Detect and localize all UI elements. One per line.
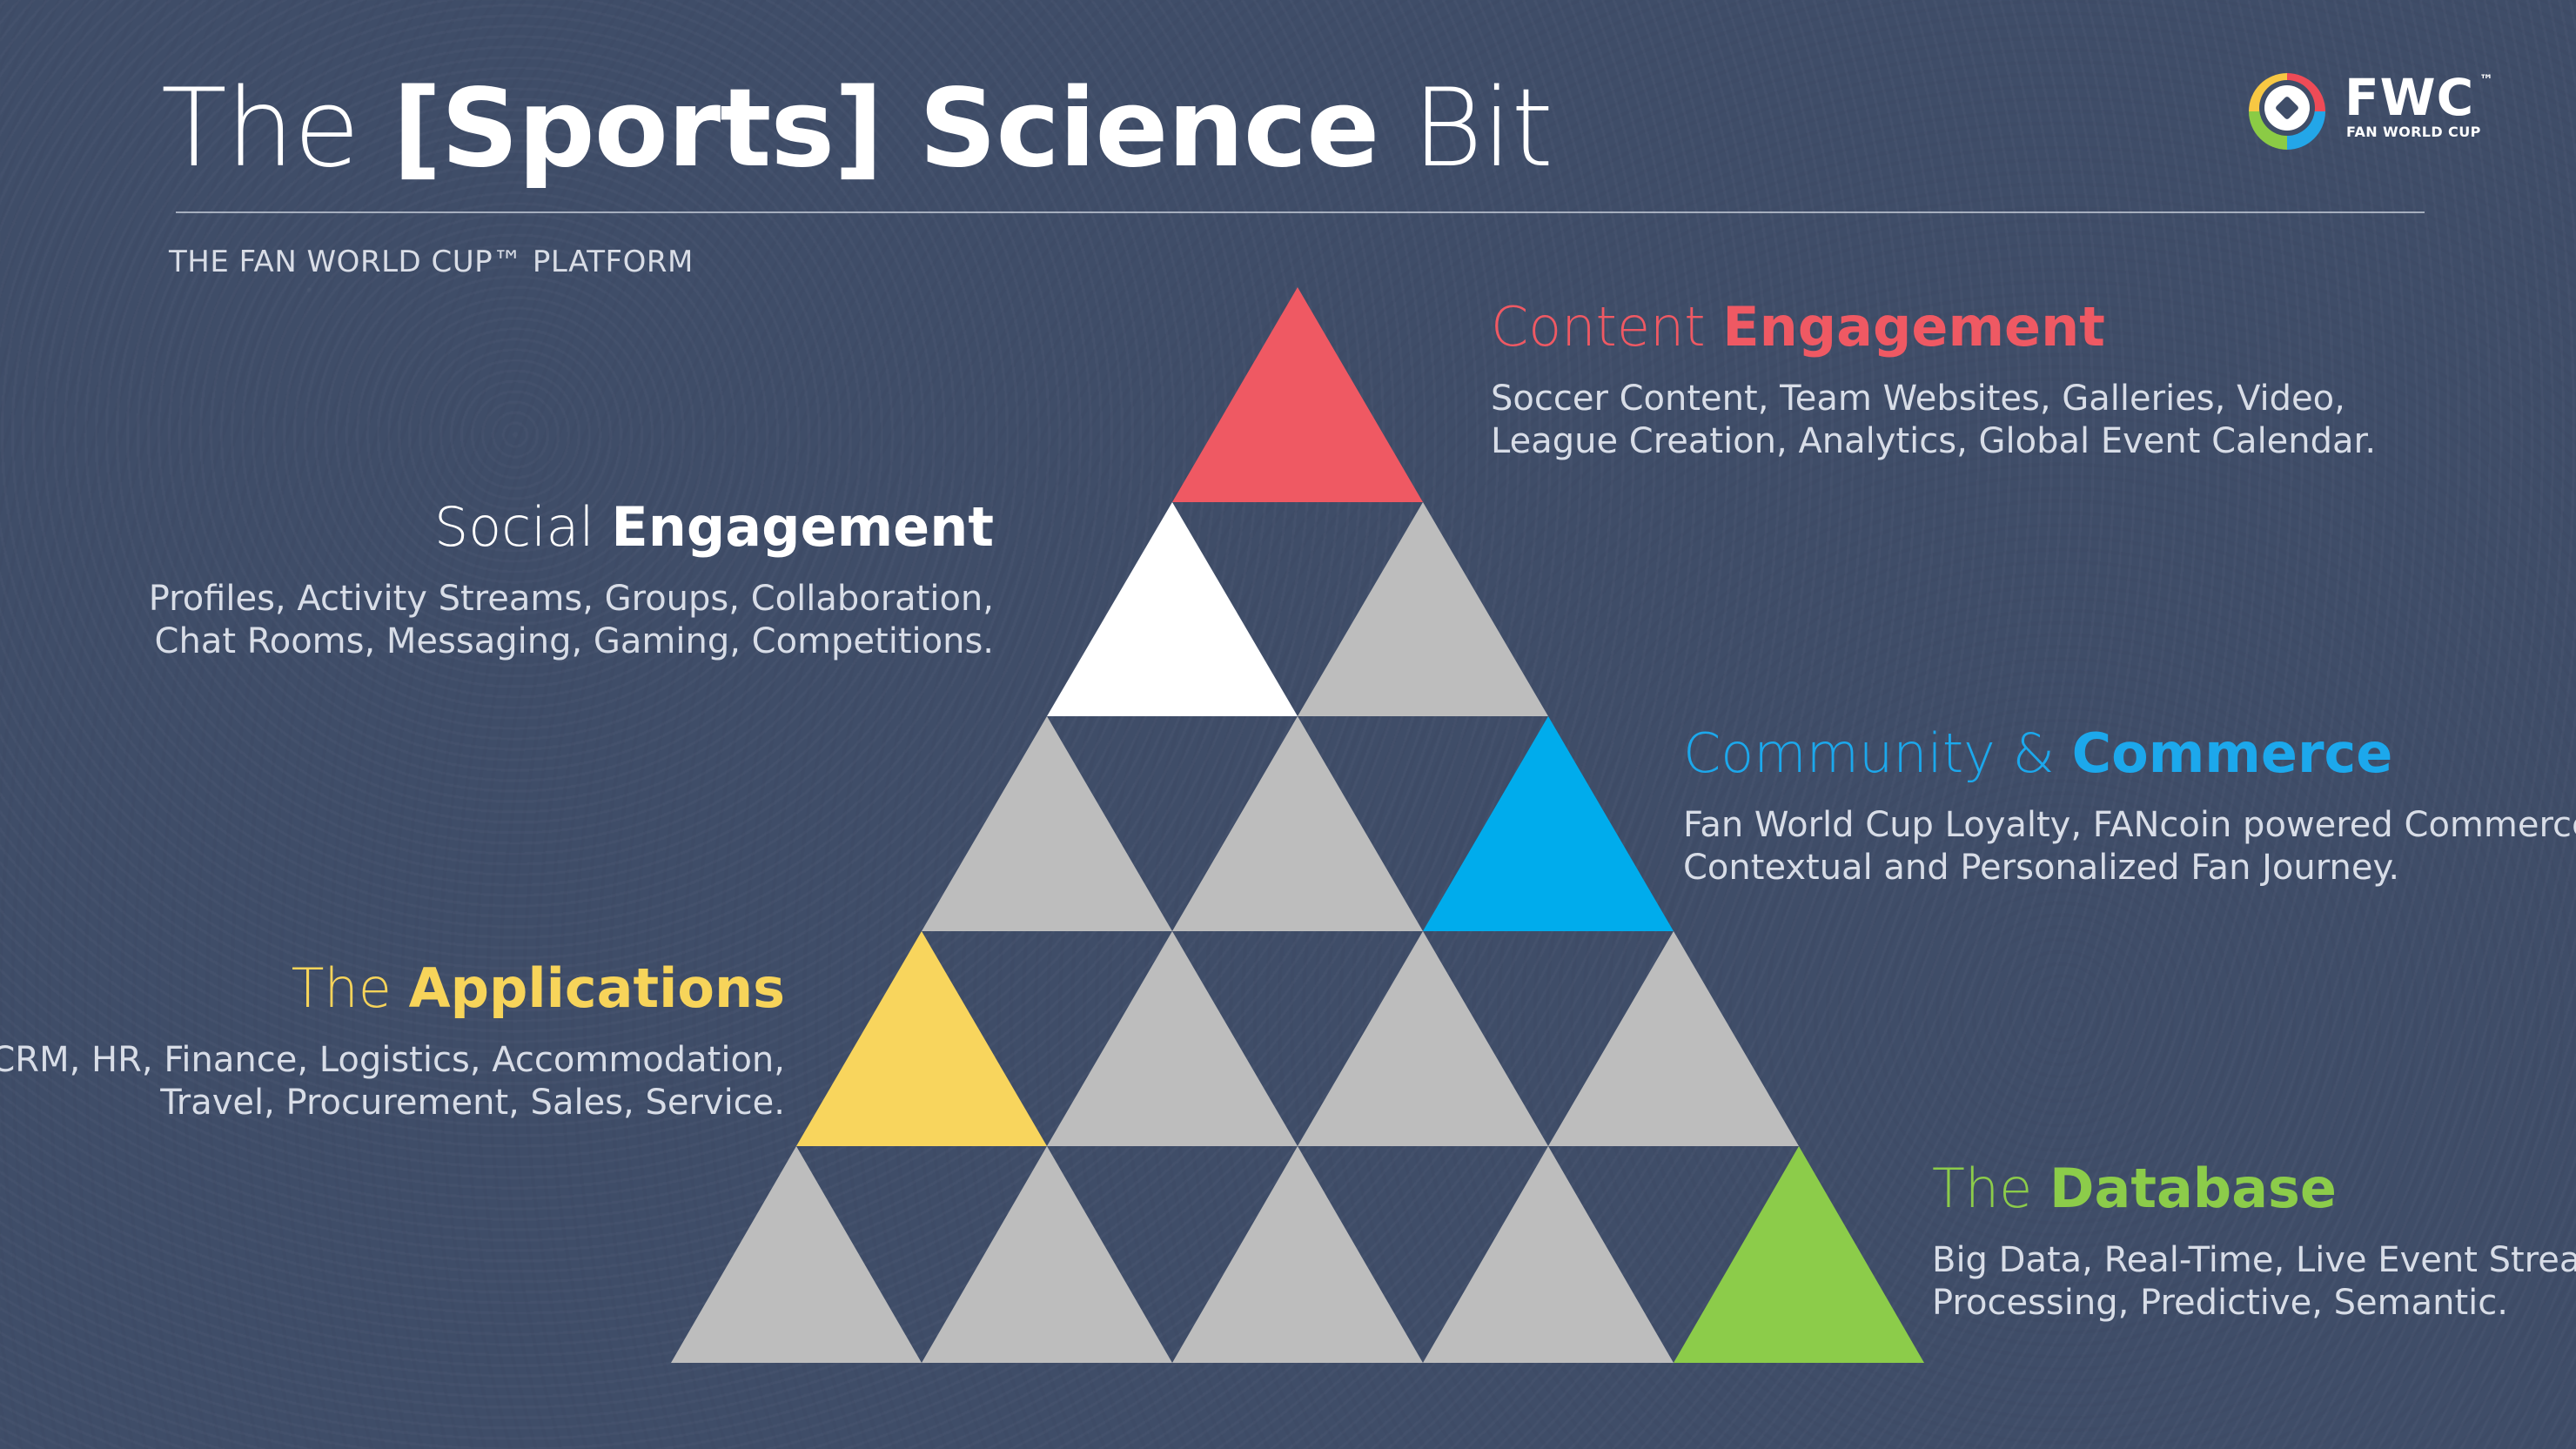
database-description: Big Data, Real-Time, Live Event Stream P… [1932, 1239, 2576, 1325]
soccer-ball-icon [2264, 85, 2310, 131]
database-description-line: Big Data, Real-Time, Live Event Stream [1932, 1240, 2576, 1281]
social-heading-strong: Engagement [611, 495, 994, 559]
platform-subtitle: THE FAN WORLD CUP™ PLATFORM [169, 245, 694, 279]
fwc-logo-caption: FAN WORLD CUP [2346, 124, 2481, 140]
title-suffix: Bit [1379, 66, 1553, 191]
database-triangle [1674, 1146, 1924, 1363]
database-heading-light: The [1932, 1157, 2050, 1220]
social-description-line: Profiles, Activity Streams, Groups, Coll… [148, 579, 994, 620]
database-heading-strong: Database [2049, 1157, 2337, 1220]
fwc-logo: FWC ™ FAN WORLD CUP [2249, 68, 2493, 153]
applications-label: The Applications CRM, HR, Finance, Logis… [0, 956, 785, 1124]
content-engagement-triangle [1172, 287, 1423, 502]
slide-title: The [Sports] Science Bit [161, 70, 1553, 188]
database-label: The Database Big Data, Real-Time, Live E… [1932, 1157, 2576, 1325]
applications-description: CRM, HR, Finance, Logistics, Accommodati… [0, 1039, 785, 1124]
fwc-wordmark: FWC [2345, 68, 2475, 127]
pyramid-gray-triangle [1548, 931, 1799, 1146]
social-engagement-label: Social Engagement Profiles, Activity Str… [149, 495, 994, 663]
community-commerce-label: Community & Commerce Fan World Cup Loyal… [1683, 721, 2576, 889]
community-commerce-triangle [1423, 716, 1674, 931]
pyramid-gray-triangle [1047, 931, 1298, 1146]
pyramid-gray-triangle [922, 1146, 1172, 1363]
social-engagement-triangle [1047, 502, 1298, 716]
title-strong: [Sports] Science [392, 66, 1379, 191]
applications-description-line: Travel, Procurement, Sales, Service. [160, 1083, 785, 1124]
applications-heading-light: The [291, 956, 409, 1020]
pyramid-gray-triangle [1423, 1146, 1674, 1363]
social-description-line: Chat Rooms, Messaging, Gaming, Competiti… [154, 621, 994, 662]
content-engagement-heading: Content Engagement [1491, 295, 2376, 359]
social-engagement-description: Profiles, Activity Streams, Groups, Coll… [149, 578, 994, 663]
pyramid-gray-triangle [1172, 1146, 1423, 1363]
content-engagement-label: Content Engagement Soccer Content, Team … [1491, 295, 2376, 463]
content-description-line: Soccer Content, Team Websites, Galleries… [1491, 379, 2345, 419]
pyramid-gray-triangle [922, 716, 1172, 931]
database-heading: The Database [1932, 1157, 2576, 1220]
community-heading-light: Community & [1683, 721, 2072, 785]
database-description-line: Processing, Predictive, Semantic. [1932, 1283, 2508, 1324]
community-commerce-heading: Community & Commerce [1683, 721, 2576, 785]
applications-triangle [796, 931, 1047, 1146]
social-heading-light: Social [433, 495, 612, 559]
community-description-line: Contextual and Personalized Fan Journey. [1683, 848, 2400, 889]
community-commerce-description: Fan World Cup Loyalty, FANcoin powered C… [1683, 804, 2576, 889]
applications-description-line: CRM, HR, Finance, Logistics, Accommodati… [0, 1040, 785, 1081]
pyramid-gray-triangle [1298, 931, 1548, 1146]
applications-heading-strong: Applications [408, 956, 785, 1020]
content-description-line: League Creation, Analytics, Global Event… [1491, 421, 2377, 462]
pyramid-gray-triangle [1172, 716, 1423, 931]
content-heading-strong: Engagement [1722, 295, 2105, 359]
community-description-line: Fan World Cup Loyalty, FANcoin powered C… [1683, 805, 2576, 846]
soccer-ball-panel [2274, 95, 2300, 121]
title-divider [176, 211, 2425, 213]
pyramid-gray-triangle [671, 1146, 922, 1363]
pyramid-gray-triangle [1298, 502, 1548, 716]
content-engagement-description: Soccer Content, Team Websites, Galleries… [1491, 378, 2376, 463]
applications-heading: The Applications [0, 956, 785, 1020]
content-heading-light: Content [1491, 295, 1723, 359]
social-engagement-heading: Social Engagement [149, 495, 994, 559]
community-heading-strong: Commerce [2071, 721, 2393, 785]
title-prefix: The [161, 66, 393, 191]
trademark-symbol: ™ [2479, 71, 2493, 88]
